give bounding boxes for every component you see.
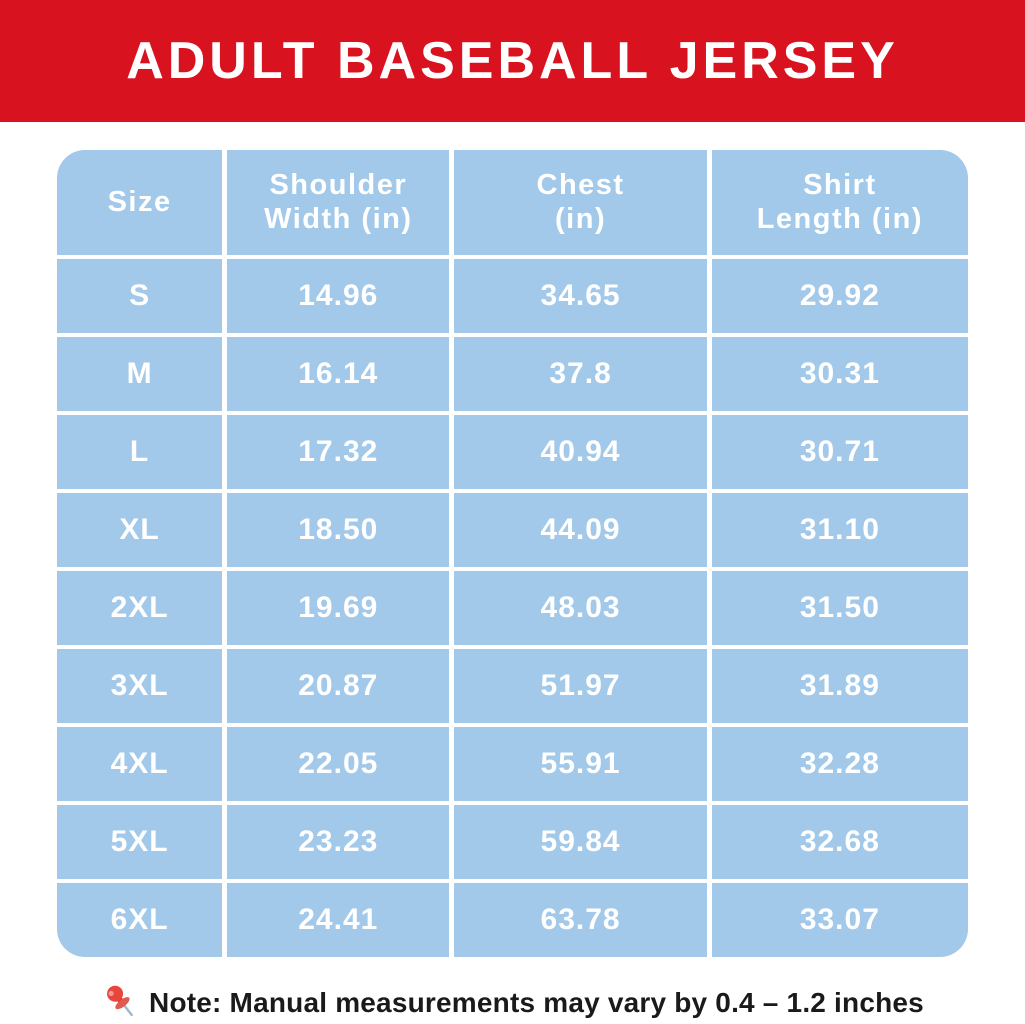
column-header-label: Shirt — [803, 168, 877, 201]
measurement-cell: 32.68 — [711, 805, 968, 879]
measurement-cell: 55.91 — [454, 727, 707, 801]
measurement-cell: 59.84 — [454, 805, 707, 879]
measurement-note: Note: Manual measurements may vary by 0.… — [0, 983, 1025, 1023]
table-row: M 16.14 37.8 30.31 — [57, 337, 968, 411]
measurement-cell: 31.89 — [711, 649, 968, 723]
column-header-label: (in) — [555, 202, 607, 235]
measurement-cell: 19.69 — [227, 571, 450, 645]
column-header-label: Shoulder — [269, 168, 408, 201]
measurement-cell: 24.41 — [227, 883, 450, 957]
measurement-cell: 31.50 — [711, 571, 968, 645]
column-header-label: Chest — [536, 168, 625, 201]
table-row: 3XL 20.87 51.97 31.89 — [57, 649, 968, 723]
measurement-cell: 20.87 — [227, 649, 450, 723]
measurement-cell: 22.05 — [227, 727, 450, 801]
measurement-cell: 29.92 — [711, 259, 968, 333]
measurement-cell: 33.07 — [711, 883, 968, 957]
size-cell: 4XL — [57, 727, 223, 801]
table-row: XL 18.50 44.09 31.10 — [57, 493, 968, 567]
size-cell: S — [57, 259, 223, 333]
page-title: ADULT BASEBALL JERSEY — [126, 32, 899, 90]
measurement-cell: 31.10 — [711, 493, 968, 567]
table-header-row: Size Shoulder Width (in) Chest (in) Shir… — [57, 150, 968, 255]
column-header-shoulder-width: Shoulder Width (in) — [227, 150, 450, 255]
pushpin-icon — [107, 985, 133, 1017]
size-cell: M — [57, 337, 223, 411]
size-chart-table: Size Shoulder Width (in) Chest (in) Shir… — [57, 150, 968, 957]
measurement-cell: 18.50 — [227, 493, 450, 567]
column-header-chest: Chest (in) — [454, 150, 707, 255]
size-cell: 5XL — [57, 805, 223, 879]
size-cell: 6XL — [57, 883, 223, 957]
size-cell: L — [57, 415, 223, 489]
column-header-label: Size — [107, 185, 172, 218]
table-row: 4XL 22.05 55.91 32.28 — [57, 727, 968, 801]
measurement-cell: 32.28 — [711, 727, 968, 801]
measurement-cell: 14.96 — [227, 259, 450, 333]
measurement-cell: 37.8 — [454, 337, 707, 411]
measurement-cell: 17.32 — [227, 415, 450, 489]
measurement-cell: 51.97 — [454, 649, 707, 723]
table-body: S 14.96 34.65 29.92 M 16.14 37.8 30.31 L 17.32 40.… — [57, 259, 968, 957]
measurement-cell: 30.31 — [711, 337, 968, 411]
measurement-cell: 34.65 — [454, 259, 707, 333]
size-cell: XL — [57, 493, 223, 567]
measurement-cell: 16.14 — [227, 337, 450, 411]
column-header-label: Width (in) — [264, 202, 413, 235]
table-row: 5XL 23.23 59.84 32.68 — [57, 805, 968, 879]
size-cell: 3XL — [57, 649, 223, 723]
size-cell: 2XL — [57, 571, 223, 645]
table-row: 6XL 24.41 63.78 33.07 — [57, 883, 968, 957]
column-header-shirt-length: Shirt Length (in) — [711, 150, 968, 255]
table-row: S 14.96 34.65 29.92 — [57, 259, 968, 333]
table-row: L 17.32 40.94 30.71 — [57, 415, 968, 489]
title-banner: ADULT BASEBALL JERSEY — [0, 0, 1025, 122]
measurement-cell: 48.03 — [454, 571, 707, 645]
table-row: 2XL 19.69 48.03 31.50 — [57, 571, 968, 645]
measurement-cell: 23.23 — [227, 805, 450, 879]
measurement-cell: 44.09 — [454, 493, 707, 567]
measurement-cell: 30.71 — [711, 415, 968, 489]
measurement-cell: 40.94 — [454, 415, 707, 489]
column-header-size: Size — [57, 150, 223, 255]
note-text: Note: Manual measurements may vary by 0.… — [149, 987, 924, 1018]
column-header-label: Length (in) — [756, 202, 923, 235]
measurement-cell: 63.78 — [454, 883, 707, 957]
